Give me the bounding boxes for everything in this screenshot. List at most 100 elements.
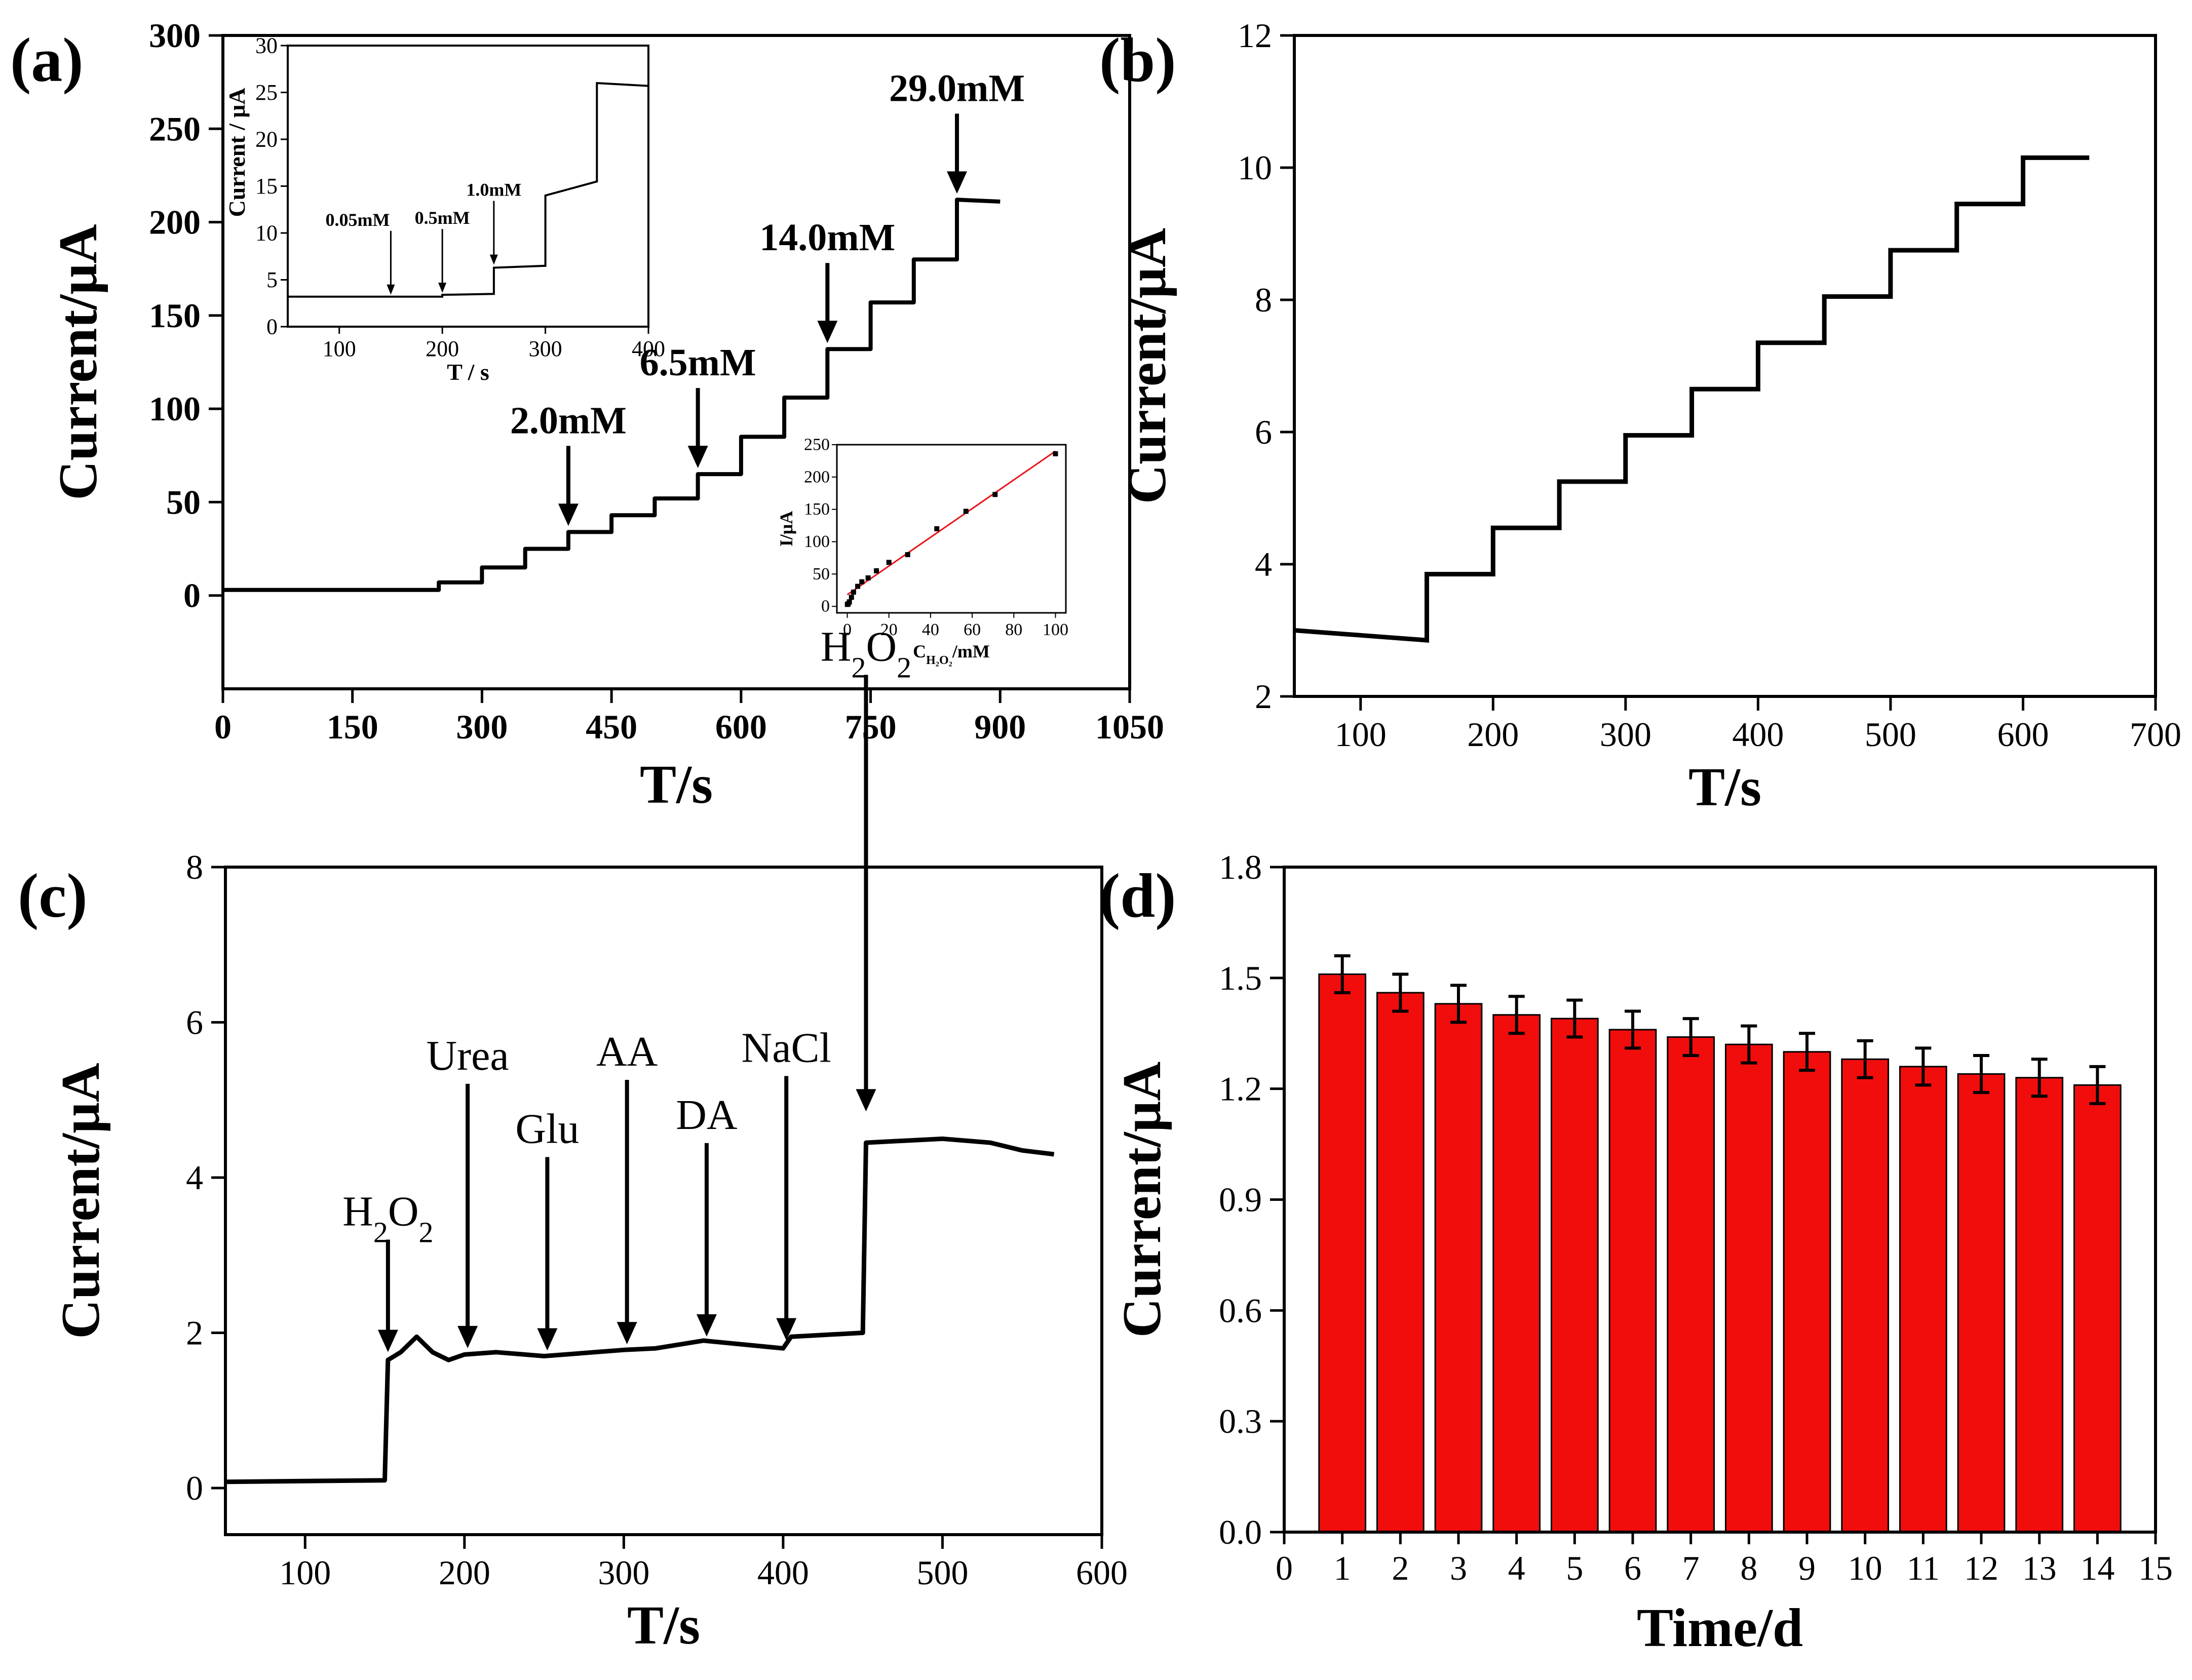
panel-c-ytick-label: 6 xyxy=(186,1003,203,1042)
panel-a-xtick-label: 150 xyxy=(327,708,378,746)
panel-b-xtick-label: 400 xyxy=(1732,715,1784,754)
panel-c-arrow-head xyxy=(776,1318,797,1341)
panel-c-annotation: AA xyxy=(596,1028,658,1075)
panel-a-annotation: 2.0mM xyxy=(510,399,627,442)
inset-cal-xlabel: CH₂O₂/mM xyxy=(913,641,990,667)
panel-a-inset-calibration: 0 20 40 60 80 100 0 50 100 150 200 250 CH₂O₂/mM I/μA xyxy=(776,436,1068,668)
panel-d-bar xyxy=(1608,1029,1657,1533)
panel-b-xtick-label: 600 xyxy=(1997,715,2049,754)
panel-d-ytick-label: 0.0 xyxy=(1219,1513,1262,1551)
panel-d-ylabel: Current/μA xyxy=(1112,1062,1172,1338)
inset-cal-ytick-label: 100 xyxy=(804,532,830,551)
panel-c-annotation: Glu xyxy=(515,1105,579,1152)
panel-a-ytick-label: 150 xyxy=(149,296,201,335)
panel-a-annotation: 6.5mM xyxy=(640,341,756,384)
inset-cal-point xyxy=(934,526,940,531)
panel-d-bar xyxy=(1550,1018,1599,1533)
panel-c-annotation-part: O xyxy=(866,623,897,670)
inset-cal-xlabel-sub: H₂O₂ xyxy=(926,654,952,667)
panel-d-xtick-label: 8 xyxy=(1740,1549,1757,1587)
inset-time-arrowhead xyxy=(489,254,498,265)
inset-time-xtick-label: 400 xyxy=(632,336,665,361)
panel-a-xtick-label: 1050 xyxy=(1095,708,1164,746)
panel-c-annotation: H2O2 xyxy=(342,1188,433,1249)
panel-d-bar xyxy=(1376,992,1425,1533)
panel-d-xtick-label: 14 xyxy=(2080,1549,2114,1587)
panel-c-series-line xyxy=(225,1136,1055,1484)
panel-b-label: (b) xyxy=(1099,25,1176,95)
panel-c-annotation-sub: 2 xyxy=(851,651,866,684)
panel-c-arrow-head xyxy=(457,1325,478,1348)
inset-cal-point xyxy=(849,595,854,600)
panel-d-xtick-label: 12 xyxy=(1964,1549,1998,1587)
panel-c-label: (c) xyxy=(18,861,88,930)
panel-c-ylabel: Current/μA xyxy=(51,1063,111,1339)
panel-d-bar xyxy=(1957,1073,2006,1533)
panel-c-ytick-label: 0 xyxy=(186,1469,203,1507)
inset-time-arrowhead xyxy=(387,284,395,295)
panel-a-xtick-label: 0 xyxy=(214,708,232,746)
panel-c-axes xyxy=(224,866,1103,1536)
panel-c-ytick-label: 4 xyxy=(186,1158,203,1197)
panel-d-bar xyxy=(2015,1077,2064,1533)
panel-a-arrow-head xyxy=(947,171,968,194)
inset-cal-xtick-label: 100 xyxy=(1043,620,1068,639)
panel-c-annotation: Urea xyxy=(427,1032,509,1079)
inset-time-ytick-label: 15 xyxy=(255,174,278,199)
inset-cal-point xyxy=(855,583,861,589)
panel-d-label: (d) xyxy=(1099,861,1176,930)
inset-cal-xtick-label: 80 xyxy=(1005,620,1022,639)
panel-b-ytick-label: 2 xyxy=(1255,677,1272,716)
panel-d-bar xyxy=(1783,1051,1831,1533)
panel-d-xtick-label: 0 xyxy=(1276,1549,1293,1587)
panel-d-xtick-label: 5 xyxy=(1566,1549,1583,1587)
panel-b-series-line xyxy=(1294,155,2090,643)
inset-time-ytick-label: 10 xyxy=(255,221,278,246)
panel-a-label: (a) xyxy=(10,25,84,95)
panel-d-xtick-label: 11 xyxy=(1907,1549,1940,1587)
panel-a-annotation: 29.0mM xyxy=(889,67,1025,109)
inset-time-ytick-label: 5 xyxy=(266,267,278,292)
panel-a-ytick-label: 250 xyxy=(149,109,201,148)
panel-a-xtick-label: 600 xyxy=(715,708,767,746)
inset-time-annotation: 0.05mM xyxy=(325,210,390,230)
inset-time-xtick-label: 200 xyxy=(426,336,459,361)
inset-time-ytick-label: 20 xyxy=(255,127,278,152)
panel-d-ytick-label: 1.2 xyxy=(1219,1070,1262,1108)
panel-c-xtick-label: 600 xyxy=(1076,1553,1128,1592)
panel-c-annotation-sub: 2 xyxy=(897,651,911,684)
panel-b-ytick-label: 12 xyxy=(1238,16,1272,55)
inset-time-line xyxy=(288,82,649,298)
panel-d-xtick-label: 7 xyxy=(1682,1549,1700,1587)
panel-a-xtick-label: 300 xyxy=(456,708,508,746)
inset-time-arrowhead xyxy=(438,283,447,293)
panel-d-xtick-label: 3 xyxy=(1450,1549,1467,1587)
panel-a-arrow-head xyxy=(687,446,708,468)
panel-b-xtick-label: 200 xyxy=(1467,715,1519,754)
panel-c-annotation: DA xyxy=(676,1091,738,1139)
inset-cal-ytick-label: 150 xyxy=(804,500,830,519)
inset-cal-ytick-label: 0 xyxy=(821,597,830,616)
inset-cal-point xyxy=(865,575,871,581)
inset-cal-ytick-label: 250 xyxy=(804,436,830,454)
inset-time-xlabel: T / s xyxy=(447,359,489,385)
panel-c-annotation-part: O xyxy=(388,1188,419,1235)
inset-cal-point xyxy=(859,579,865,584)
inset-cal-ytick-label: 50 xyxy=(813,565,830,583)
panel-a-ytick-label: 100 xyxy=(149,389,201,428)
inset-cal-ytick-label: 200 xyxy=(804,467,830,486)
panel-d-ytick-label: 0.6 xyxy=(1219,1291,1262,1330)
panel-d-xtick-label: 13 xyxy=(2022,1549,2057,1587)
panel-d-xtick-label: 2 xyxy=(1392,1549,1409,1587)
panel-d-bar xyxy=(2073,1084,2122,1533)
inset-cal-xtick-label: 60 xyxy=(964,620,981,639)
panel-c-annotation: NaCl xyxy=(742,1025,831,1072)
inset-time-annotation: 1.0mM xyxy=(466,180,521,200)
panel-c-arrow-head xyxy=(377,1330,398,1352)
panel-d-bar xyxy=(1434,1003,1483,1533)
panel-a-inset-time: 100 200 300 400 0 5 10 15 20 25 30 T / s Current / μ… xyxy=(224,33,665,385)
inset-cal-xtick-label: 20 xyxy=(880,620,898,639)
panel-a: 0 150 300 450 600 750 900 105005010015020025030… xyxy=(10,16,1164,815)
panel-d-bar xyxy=(1724,1043,1773,1533)
